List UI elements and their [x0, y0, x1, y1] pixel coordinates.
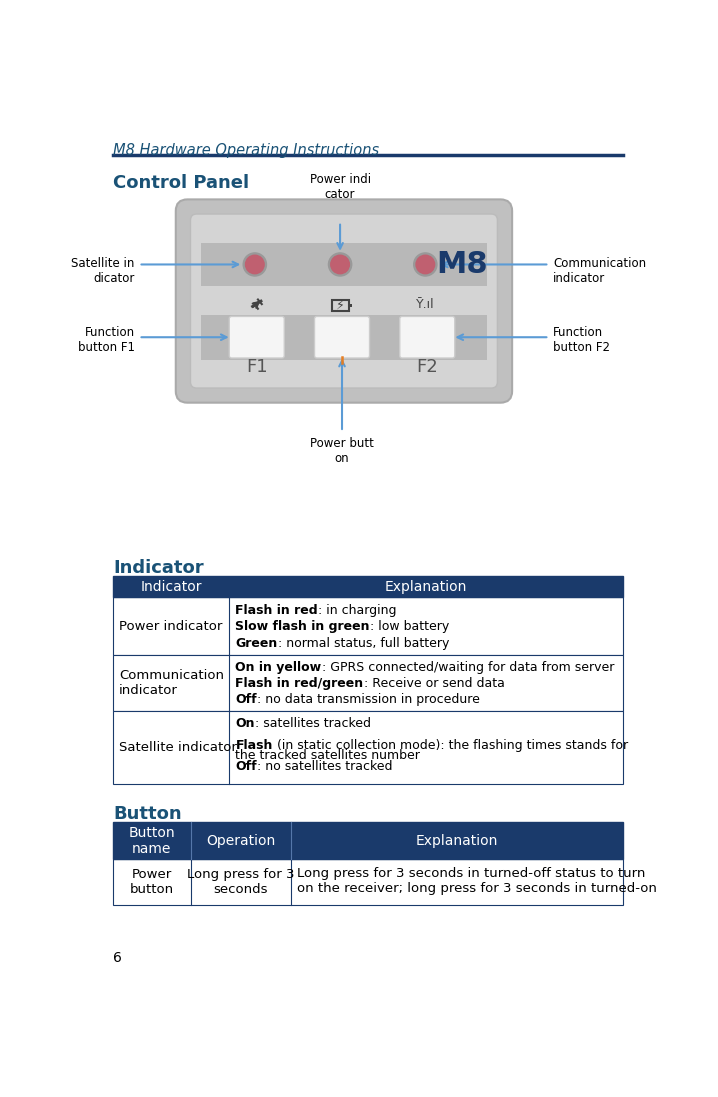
Text: Function
button F1: Function button F1 — [78, 326, 135, 354]
Text: Indicator: Indicator — [113, 559, 204, 577]
Text: Flash: Flash — [236, 738, 273, 751]
FancyBboxPatch shape — [176, 200, 512, 403]
Text: Off: Off — [236, 693, 257, 706]
Text: : no satellites tracked: : no satellites tracked — [257, 760, 393, 773]
Text: : satellites tracked: : satellites tracked — [255, 716, 371, 730]
Bar — [113, 711, 623, 784]
Bar — [200, 244, 488, 285]
Text: Slow flash in green: Slow flash in green — [236, 620, 370, 633]
Circle shape — [328, 253, 352, 276]
Text: F2: F2 — [416, 359, 438, 376]
Text: : in charging: : in charging — [318, 603, 396, 617]
Text: Explanation: Explanation — [416, 834, 498, 848]
Bar — [349, 304, 352, 307]
Text: Flash in red: Flash in red — [236, 603, 318, 617]
Text: Operation: Operation — [206, 834, 276, 848]
Bar — [200, 315, 488, 360]
Bar — [332, 299, 349, 312]
Text: Long press for 3 seconds in turned-off status to turn
on the receiver; long pres: Long press for 3 seconds in turned-off s… — [297, 867, 657, 895]
Text: ⚡: ⚡ — [336, 298, 345, 312]
Circle shape — [416, 256, 434, 274]
Text: Button: Button — [113, 805, 182, 824]
Text: Button
name: Button name — [129, 826, 175, 856]
Text: Function
button F2: Function button F2 — [553, 326, 610, 354]
Text: M8 Hardware Operating Instructions: M8 Hardware Operating Instructions — [113, 144, 379, 158]
Text: On: On — [236, 716, 255, 730]
Text: Power indicator: Power indicator — [119, 620, 223, 633]
Text: : low battery: : low battery — [370, 620, 449, 633]
Circle shape — [246, 256, 264, 274]
Text: Explanation: Explanation — [385, 579, 467, 593]
Circle shape — [414, 253, 437, 276]
Bar — [113, 655, 623, 711]
Text: Power
button: Power button — [130, 869, 174, 896]
Text: Satellite in
dicator: Satellite in dicator — [71, 257, 135, 284]
Text: 6: 6 — [113, 951, 122, 964]
Text: Green: Green — [236, 637, 278, 651]
Text: (in static collection mode): the flashing times stands for: (in static collection mode): the flashin… — [273, 738, 628, 751]
Text: the tracked satellites number: the tracked satellites number — [236, 748, 420, 761]
Bar — [113, 859, 623, 905]
Text: Communication
indicator: Communication indicator — [553, 257, 646, 284]
Text: : normal status, full battery: : normal status, full battery — [278, 637, 449, 651]
Text: : no data transmission in procedure: : no data transmission in procedure — [257, 693, 480, 706]
Bar — [113, 576, 623, 598]
Text: Communication
indicator: Communication indicator — [119, 669, 224, 697]
Text: Ȳ.ıl: Ȳ.ıl — [416, 298, 434, 312]
Text: Flash in red/green: Flash in red/green — [236, 677, 363, 690]
Text: F1: F1 — [246, 359, 268, 376]
Bar — [113, 823, 623, 859]
FancyBboxPatch shape — [400, 316, 454, 358]
Text: On in yellow: On in yellow — [236, 661, 322, 675]
Text: : Receive or send data: : Receive or send data — [363, 677, 505, 690]
Text: Satellite indicator: Satellite indicator — [119, 740, 237, 754]
Bar — [113, 598, 623, 655]
Text: Control Panel: Control Panel — [113, 174, 249, 192]
Text: Indicator: Indicator — [141, 579, 202, 593]
FancyBboxPatch shape — [314, 316, 370, 358]
Text: Long press for 3
seconds: Long press for 3 seconds — [187, 869, 294, 896]
Text: Power indi
cator: Power indi cator — [309, 173, 370, 201]
Circle shape — [331, 256, 350, 274]
Text: Off: Off — [236, 760, 257, 773]
FancyBboxPatch shape — [190, 214, 498, 388]
FancyBboxPatch shape — [229, 316, 284, 358]
Text: : GPRS connected/waiting for data from server: : GPRS connected/waiting for data from s… — [322, 661, 614, 675]
Text: M8: M8 — [436, 250, 488, 279]
Circle shape — [243, 253, 266, 276]
Text: Power butt
on: Power butt on — [310, 438, 374, 465]
